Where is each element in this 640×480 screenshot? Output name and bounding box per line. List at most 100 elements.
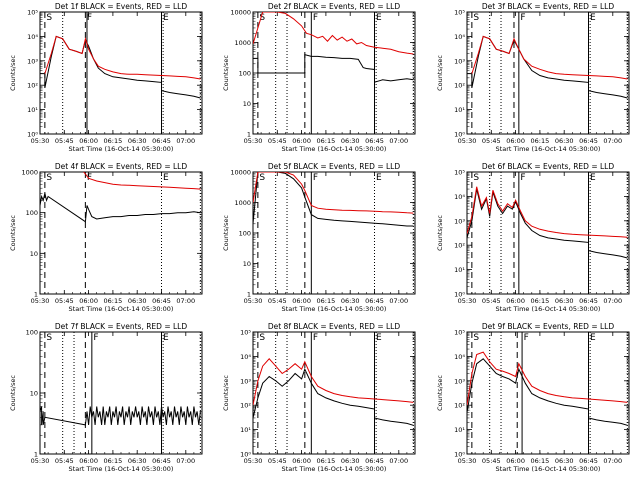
region-label-s: S (473, 173, 479, 183)
x-tick-label: 05:45 (55, 297, 74, 305)
region-label-s: S (259, 333, 265, 343)
y-tick-label: 1 (34, 291, 38, 299)
panel-8: Det 8f BLACK = Events, RED = LLD 05:30 05:… (222, 322, 416, 473)
series-group (467, 186, 628, 259)
x-tick-label: 05:30 (458, 457, 477, 465)
x-tick-label: 07:00 (603, 297, 622, 305)
y-tick-label: 10² (454, 402, 465, 410)
x-axis-label: Start Time (16-Oct-14 05:30:00) (496, 145, 601, 153)
chart-title: Det 3f BLACK = Events, RED = LLD (482, 2, 615, 11)
y-tick-label: 10³ (454, 377, 465, 385)
x-tick-label: 06:45 (579, 297, 598, 305)
y-tick-label: 10⁴ (27, 33, 38, 41)
series-events (253, 53, 414, 83)
x-tick-label: 07:00 (389, 457, 408, 465)
region-label-e: E (163, 333, 169, 343)
y-tick-label: 10⁰ (240, 451, 251, 459)
region-label-e: E (590, 13, 596, 23)
y-axis-label: Counts/sec (436, 55, 444, 91)
y-tick-label: 10000 (230, 9, 251, 17)
y-tick-label: 10¹ (454, 426, 465, 434)
panel-6: Det 6f BLACK = Events, RED = LLD 05:30 05:… (436, 162, 630, 313)
y-tick-label: 1 (34, 451, 38, 459)
x-tick-label: 07:00 (389, 137, 408, 145)
region-label-f: F (524, 333, 529, 343)
panel-1: Det 1f BLACK = Events, RED = LLD 05:30 05:… (9, 2, 203, 153)
panel-7: Det 7f BLACK = Events, RED = LLD 05:30 05:… (9, 322, 203, 473)
region-label-f: F (93, 333, 98, 343)
y-axis-label: Counts/sec (436, 215, 444, 251)
y-tick-label: 10² (454, 242, 465, 250)
x-tick-label: 06:00 (506, 297, 525, 305)
y-axis-label: Counts/sec (9, 55, 17, 91)
x-tick-label: 06:30 (555, 457, 574, 465)
x-tick-label: 06:30 (555, 297, 574, 305)
x-tick-label: 07:00 (176, 297, 195, 305)
x-tick-label: 06:30 (128, 297, 147, 305)
x-tick-label: 06:00 (506, 137, 525, 145)
y-tick-label: 10⁵ (454, 169, 465, 177)
x-axis-label: Start Time (16-Oct-14 05:30:00) (69, 305, 174, 313)
series-events (40, 406, 201, 426)
chart-title: Det 1f BLACK = Events, RED = LLD (55, 2, 188, 11)
x-tick-label: 05:30 (31, 297, 50, 305)
y-tick-label: 10⁵ (454, 9, 465, 17)
x-tick-label: 06:30 (128, 137, 147, 145)
region-label-f: F (87, 13, 92, 23)
region-label-f: F (313, 333, 318, 343)
region-label-f: F (313, 173, 318, 183)
y-tick-label: 10⁰ (454, 291, 465, 299)
y-tick-label: 1 (247, 131, 251, 139)
y-tick-label: 10 (243, 260, 251, 268)
x-tick-label: 07:00 (389, 297, 408, 305)
region-label-f: F (520, 13, 525, 23)
x-tick-label: 05:45 (268, 137, 287, 145)
x-axis-label: Start Time (16-Oct-14 05:30:00) (282, 145, 387, 153)
region-label-e: E (163, 13, 169, 23)
y-tick-label: 10¹ (454, 106, 465, 114)
panel-3: Det 3f BLACK = Events, RED = LLD 05:30 05:… (436, 2, 630, 153)
x-axis-label: Start Time (16-Oct-14 05:30:00) (69, 145, 174, 153)
y-tick-label: 10⁰ (454, 451, 465, 459)
series-events (253, 367, 414, 426)
y-axis-label: Counts/sec (222, 55, 230, 91)
x-tick-label: 05:45 (482, 297, 501, 305)
x-axis-label: Start Time (16-Oct-14 05:30:00) (69, 465, 174, 473)
y-tick-label: 10³ (454, 57, 465, 65)
x-tick-label: 05:30 (244, 137, 263, 145)
y-tick-label: 10¹ (240, 426, 251, 434)
chart-title: Det 7f BLACK = Events, RED = LLD (55, 322, 188, 331)
series-lld (83, 172, 201, 190)
region-label-e: E (590, 333, 596, 343)
chart-title: Det 4f BLACK = Events, RED = LLD (55, 162, 188, 171)
x-tick-label: 05:30 (458, 297, 477, 305)
y-tick-label: 10⁴ (240, 353, 251, 361)
y-tick-label: 10⁵ (27, 9, 38, 17)
x-tick-label: 07:00 (603, 137, 622, 145)
x-tick-label: 06:45 (365, 457, 384, 465)
region-label-e: E (376, 13, 382, 23)
region-label-e: E (163, 173, 169, 183)
region-label-s: S (46, 173, 52, 183)
x-tick-label: 06:45 (152, 297, 171, 305)
x-tick-label: 06:45 (579, 457, 598, 465)
series-group (40, 172, 201, 223)
series-group (40, 35, 201, 99)
x-tick-label: 06:00 (292, 137, 311, 145)
y-tick-label: 100 (239, 230, 251, 238)
y-tick-label: 10⁴ (454, 353, 465, 361)
panel-4: Det 4f BLACK = Events, RED = LLD 05:30 05:… (9, 162, 203, 313)
x-tick-label: 06:45 (579, 137, 598, 145)
x-tick-label: 06:15 (317, 457, 336, 465)
y-axis-label: Counts/sec (222, 215, 230, 251)
region-label-e: E (376, 333, 382, 343)
series-lld (253, 12, 414, 55)
y-tick-label: 10¹ (454, 266, 465, 274)
y-tick-label: 10² (240, 402, 251, 410)
region-label-s: S (46, 333, 52, 343)
y-tick-label: 10 (30, 390, 38, 398)
x-tick-label: 06:00 (79, 297, 98, 305)
series-group (253, 12, 414, 83)
x-tick-label: 06:00 (79, 457, 98, 465)
region-label-f: F (87, 173, 92, 183)
